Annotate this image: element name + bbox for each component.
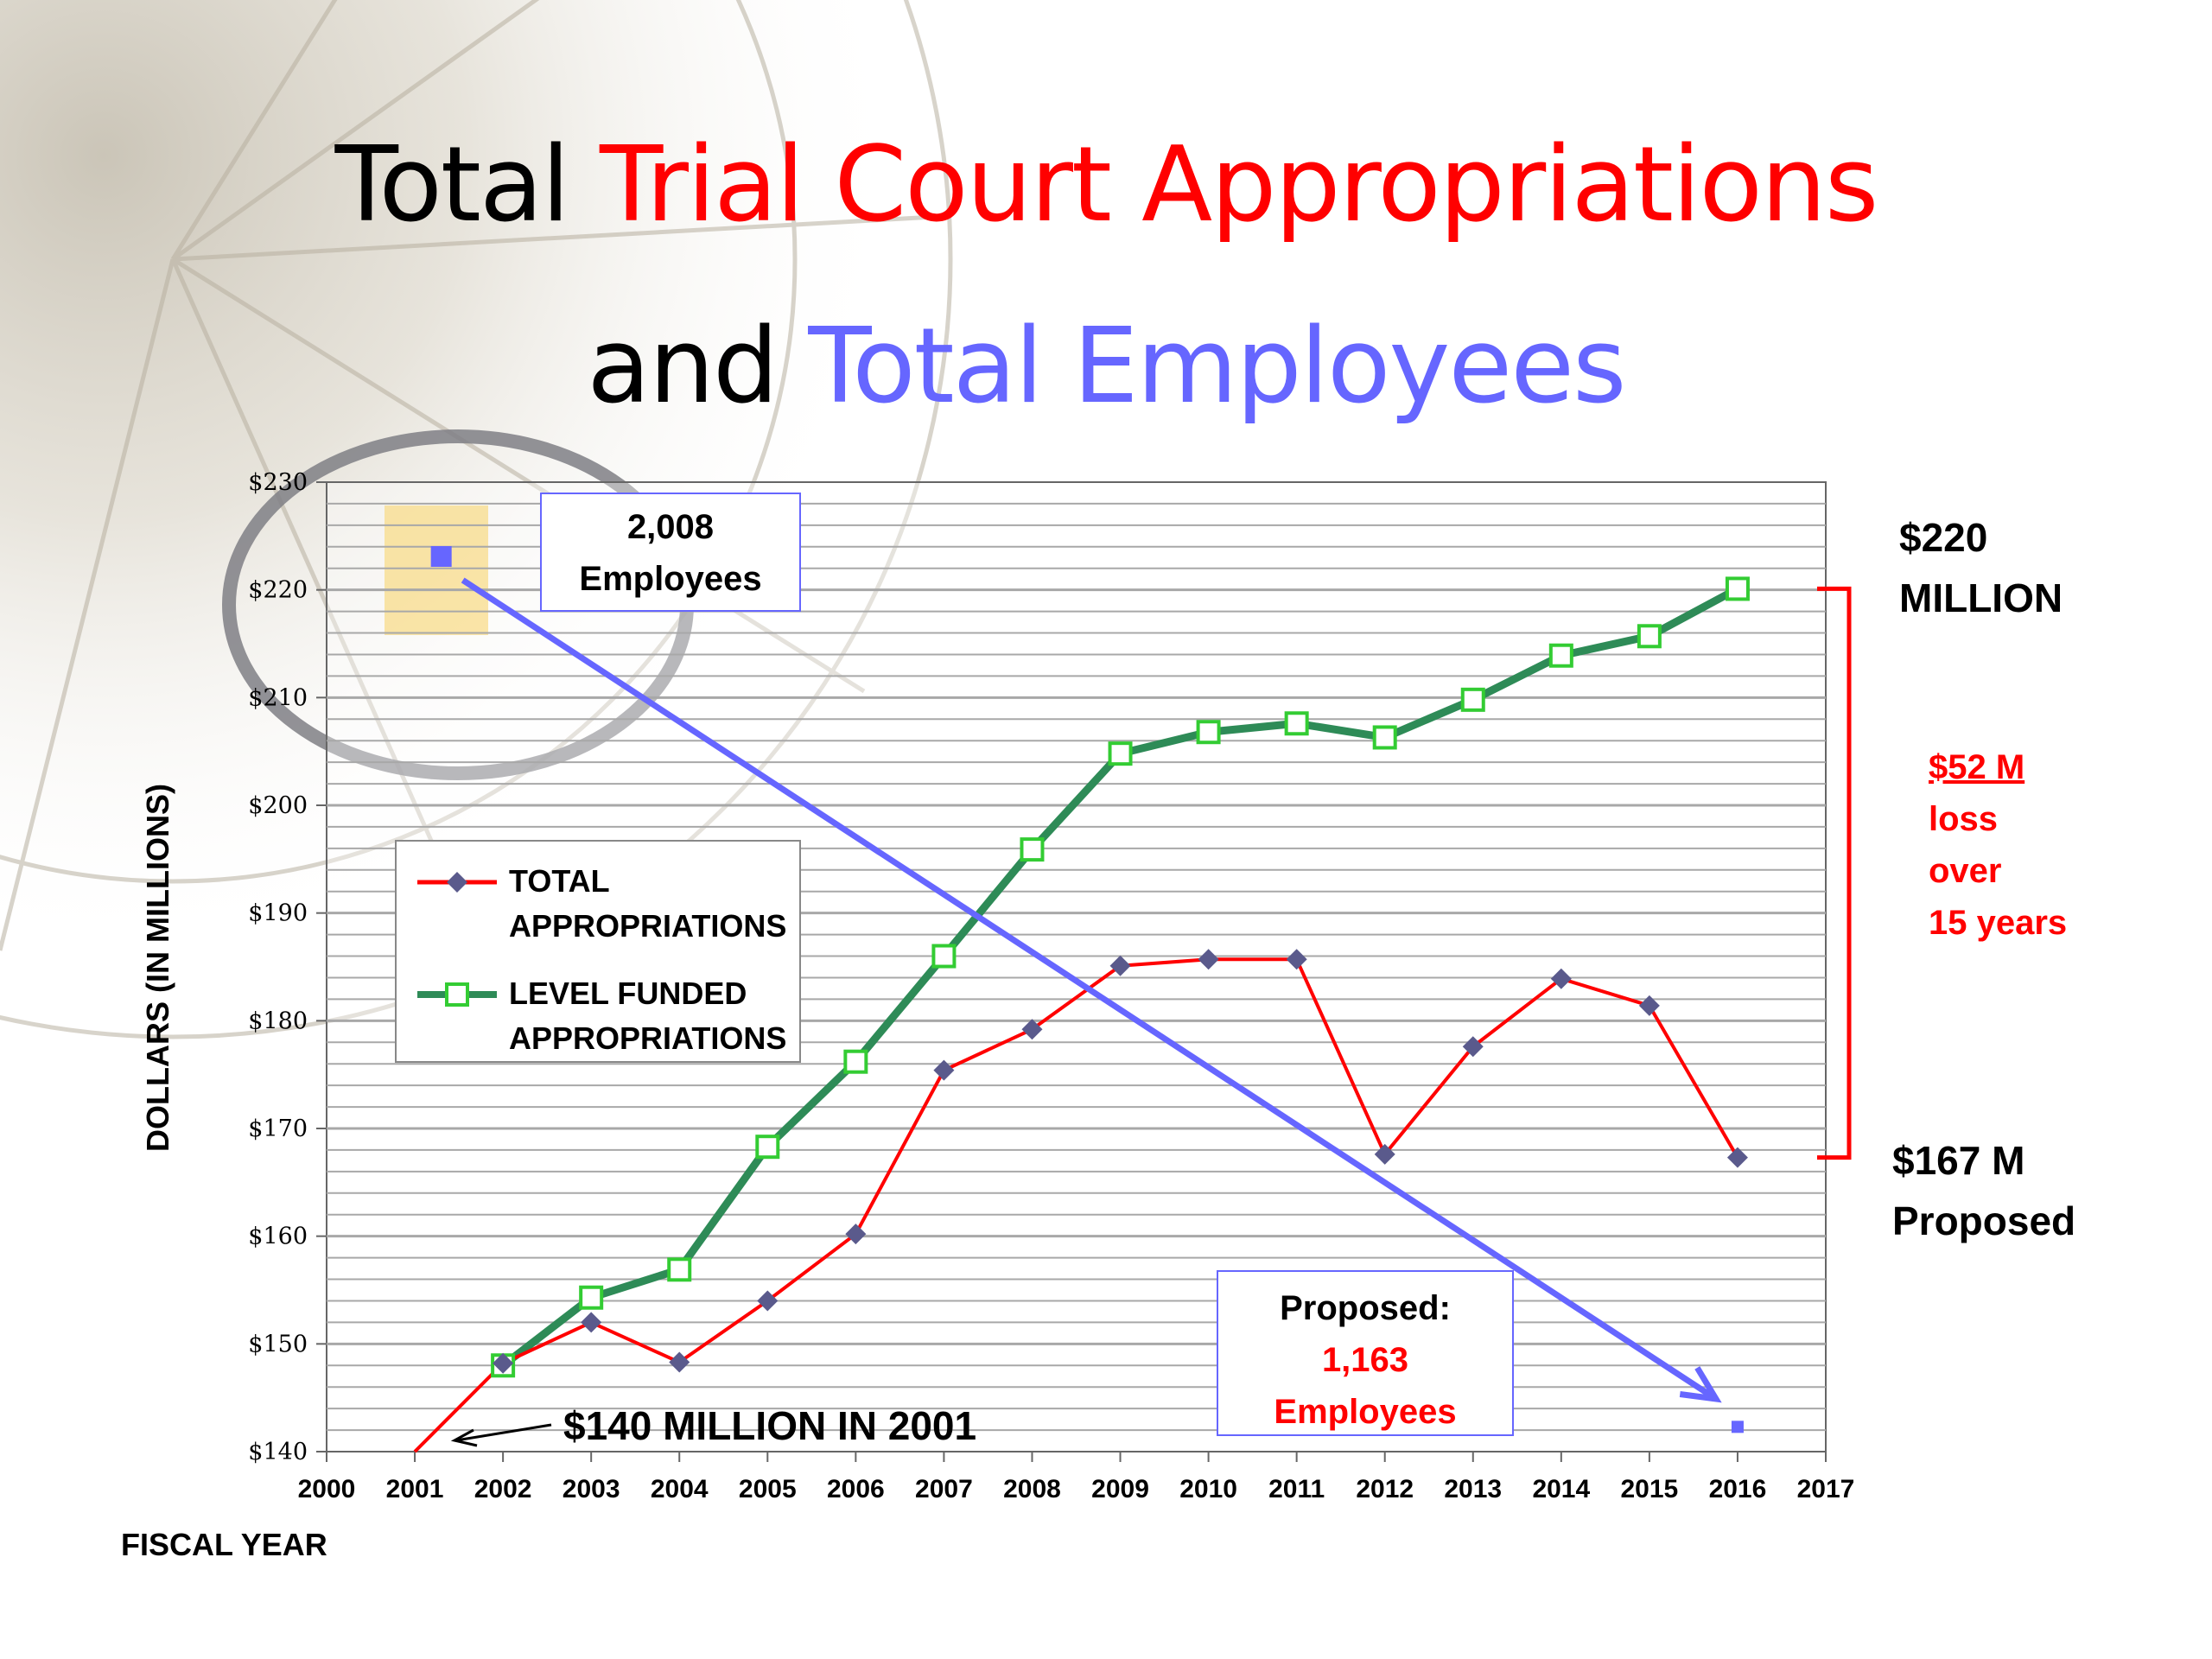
level-point (755, 1135, 780, 1160)
y-tick-label: $190 (248, 900, 308, 927)
level-point (1637, 624, 1662, 649)
y-tick-label: $210 (248, 684, 308, 711)
total-point (1462, 1036, 1484, 1058)
level-point (1196, 720, 1221, 745)
loss-label: $52 M loss over 15 years (1929, 741, 2067, 949)
total-point (757, 1290, 779, 1312)
employees-end-value: 1,163 (1321, 1341, 1409, 1379)
x-tick-label: 2009 (1091, 1475, 1149, 1503)
x-tick-label: 2000 (298, 1475, 356, 1503)
top-value-line2: MILLION (1899, 575, 2063, 620)
level-point (1372, 725, 1397, 750)
y-tick-label: $200 (248, 792, 308, 819)
x-tick-label: 2002 (474, 1475, 532, 1503)
total-point (1021, 1019, 1043, 1040)
level-point (1725, 576, 1750, 601)
level-point (667, 1257, 692, 1282)
x-tick-label: 2016 (1709, 1475, 1767, 1503)
employees-start-box: 2,008 Employees (540, 493, 801, 612)
top-value-line1: $220 (1899, 515, 1988, 560)
total-point (493, 1352, 514, 1374)
total-point (581, 1312, 602, 1333)
employees-start-point (430, 546, 452, 568)
employees-end-text: Employees (1274, 1393, 1457, 1431)
title-part-blue: Total Employees (808, 307, 1626, 427)
loss-line4: 15 years (1929, 904, 2068, 942)
x-axis-title: FISCAL YEAR (121, 1527, 327, 1562)
series-line-total (413, 957, 1739, 1453)
loss-line1: $52 M (1929, 748, 2025, 786)
level-point (843, 1049, 868, 1074)
level-point (1548, 643, 1573, 668)
y-axis-title: DOLLARS (IN MILLIONS) (140, 784, 175, 1152)
x-tick-label: 2001 (386, 1475, 444, 1503)
title-part-black-2: and (587, 307, 809, 427)
y-tick-label: $230 (248, 469, 308, 496)
x-tick-label: 2005 (739, 1475, 797, 1503)
x-tick-label: 2015 (1621, 1475, 1679, 1503)
total-point (933, 1059, 955, 1081)
start-note: $140 MILLION IN 2001 (563, 1403, 976, 1448)
legend-swatch-level (417, 982, 497, 1007)
top-value-label: $220 MILLION (1899, 507, 2063, 628)
employees-end-box: Proposed: 1,163 Employees (1217, 1270, 1514, 1436)
employees-start-text: Employees (579, 560, 762, 598)
title-part-black-1: Total (334, 125, 600, 245)
x-tick-label: 2008 (1003, 1475, 1061, 1503)
x-tick-label: 2003 (563, 1475, 620, 1503)
bottom-value-line1: $167 M (1892, 1138, 2025, 1183)
total-point (1198, 949, 1219, 970)
total-point (1374, 1143, 1395, 1165)
loss-line2: loss (1929, 800, 1999, 838)
total-point (1286, 949, 1307, 970)
employees-trend-arrow (461, 577, 1718, 1402)
total-point (669, 1351, 690, 1373)
loss-bracket (1817, 586, 1852, 1160)
start-note-arrowhead (450, 1428, 478, 1447)
x-tick-label: 2012 (1356, 1475, 1414, 1503)
chart-title: Total Trial Court Appropriations and Tot… (0, 95, 2212, 458)
x-tick-label: 2011 (1268, 1475, 1325, 1503)
start-note-arrow (455, 1423, 552, 1442)
total-point (845, 1224, 867, 1245)
level-point (1108, 741, 1133, 766)
employees-arrowhead (1679, 1366, 1722, 1403)
bottom-value-line2: Proposed (1892, 1198, 2076, 1243)
x-tick-label: 2017 (1797, 1475, 1855, 1503)
legend-label-level: LEVEL FUNDED APPROPRIATIONS (509, 976, 787, 1056)
bottom-value-label: $167 M Proposed (1892, 1130, 2075, 1251)
employees-end-title: Proposed: (1280, 1289, 1451, 1327)
employees-end-point (1731, 1421, 1744, 1433)
loss-line3: over (1929, 852, 2002, 890)
total-point (1726, 1147, 1748, 1168)
legend-label-total: TOTAL APPROPRIATIONS (509, 863, 787, 944)
y-tick-label: $180 (248, 1007, 308, 1034)
x-tick-label: 2007 (915, 1475, 973, 1503)
y-tick-label: $140 (248, 1439, 308, 1465)
x-tick-label: 2004 (651, 1475, 709, 1503)
y-tick-label: $170 (248, 1116, 308, 1142)
y-tick-label: $220 (248, 577, 308, 604)
total-point (1109, 955, 1131, 976)
y-tick-label: $160 (248, 1224, 308, 1250)
y-tick-label: $150 (248, 1331, 308, 1357)
legend-swatch-total (417, 872, 497, 893)
legend: TOTAL APPROPRIATIONS LEVEL FUNDED APPROP… (395, 840, 801, 1063)
x-tick-label: 2010 (1179, 1475, 1237, 1503)
level-point (579, 1285, 604, 1310)
x-tick-label: 2013 (1444, 1475, 1502, 1503)
title-part-red: Trial Court Appropriations (599, 125, 1878, 245)
level-point (1460, 687, 1485, 712)
x-tick-label: 2006 (827, 1475, 885, 1503)
level-point (931, 944, 957, 969)
level-point (1020, 837, 1045, 862)
level-point (1284, 711, 1309, 736)
total-point (1550, 968, 1572, 989)
employees-start-value: 2,008 (626, 508, 715, 546)
x-tick-label: 2014 (1532, 1475, 1590, 1503)
total-point (1638, 995, 1660, 1016)
